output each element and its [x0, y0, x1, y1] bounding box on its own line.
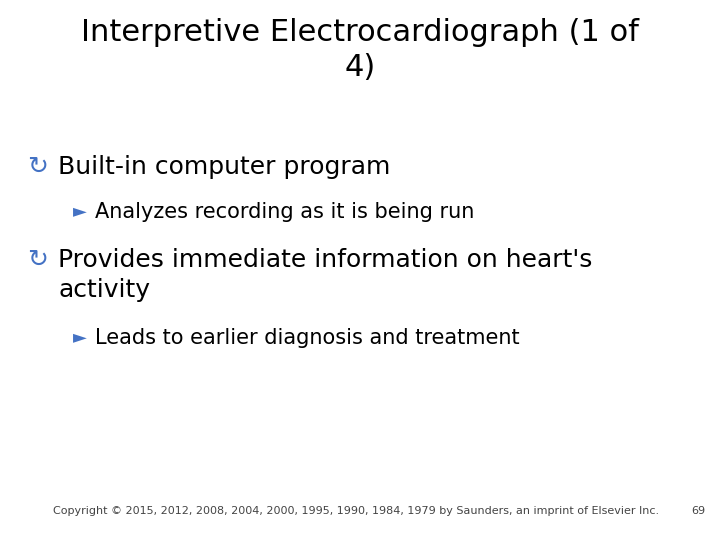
Text: ↻: ↻ — [27, 155, 48, 179]
Text: Copyright © 2015, 2012, 2008, 2004, 2000, 1995, 1990, 1984, 1979 by Saunders, an: Copyright © 2015, 2012, 2008, 2004, 2000… — [53, 506, 659, 516]
Text: ►: ► — [73, 202, 87, 220]
Text: Built-in computer program: Built-in computer program — [58, 155, 390, 179]
Text: Interpretive Electrocardiograph (1 of
4): Interpretive Electrocardiograph (1 of 4) — [81, 18, 639, 82]
Text: ►: ► — [73, 328, 87, 346]
Text: Leads to earlier diagnosis and treatment: Leads to earlier diagnosis and treatment — [95, 328, 520, 348]
Text: Provides immediate information on heart's
activity: Provides immediate information on heart'… — [58, 248, 593, 302]
Text: 69: 69 — [691, 506, 705, 516]
Text: Analyzes recording as it is being run: Analyzes recording as it is being run — [95, 202, 474, 222]
Text: ↻: ↻ — [27, 248, 48, 272]
